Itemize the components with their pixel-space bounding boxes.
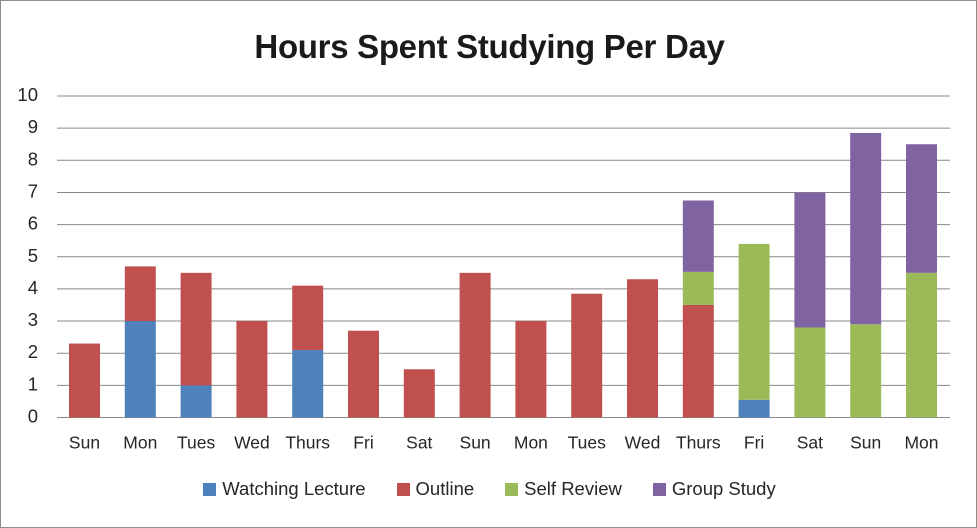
svg-text:4: 4 xyxy=(28,277,38,298)
svg-text:Sun: Sun xyxy=(69,433,100,453)
svg-text:Sun: Sun xyxy=(460,433,491,453)
svg-text:Sun: Sun xyxy=(850,433,881,453)
svg-text:Sat: Sat xyxy=(797,433,823,453)
svg-text:Wed: Wed xyxy=(625,433,661,453)
svg-text:5: 5 xyxy=(28,245,38,266)
svg-text:3: 3 xyxy=(28,309,38,330)
svg-text:9: 9 xyxy=(28,116,38,137)
svg-text:Sat: Sat xyxy=(406,433,432,453)
svg-text:7: 7 xyxy=(28,181,38,202)
svg-text:Mon: Mon xyxy=(123,433,157,453)
svg-text:Thurs: Thurs xyxy=(676,433,721,453)
svg-text:Mon: Mon xyxy=(904,433,938,453)
svg-text:8: 8 xyxy=(28,148,38,169)
svg-text:0: 0 xyxy=(28,406,38,427)
svg-text:Wed: Wed xyxy=(234,433,270,453)
svg-text:Mon: Mon xyxy=(514,433,548,453)
svg-text:1: 1 xyxy=(28,373,38,394)
svg-text:6: 6 xyxy=(28,213,38,234)
svg-text:Tues: Tues xyxy=(177,433,216,453)
svg-text:10: 10 xyxy=(17,84,38,105)
svg-text:2: 2 xyxy=(28,341,38,362)
svg-text:Fri: Fri xyxy=(744,433,764,453)
svg-text:Tues: Tues xyxy=(568,433,607,453)
svg-text:Fri: Fri xyxy=(353,433,373,453)
svg-text:Thurs: Thurs xyxy=(285,433,330,453)
